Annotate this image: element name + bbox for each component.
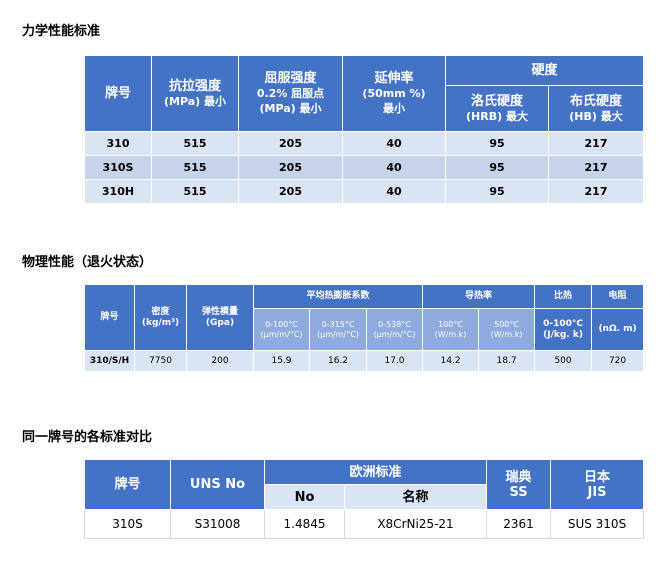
header-hardness: 硬度 (444, 55, 645, 86)
section-title-mechanical: 力学性能标准 (22, 24, 101, 39)
header-density: 密度 (kg/m³) (134, 284, 187, 351)
header-modulus: 弹性模量 (Gpa) (186, 284, 254, 351)
header-euro-name: 名称 (343, 484, 488, 510)
header-sh-range: 0-100°C (J/kg. k) (534, 308, 593, 351)
header-grade: 牌号 (84, 284, 135, 351)
header-expansion: 平均热膨胀系数 (252, 284, 424, 309)
header-hrb: 洛氏硬度 (HRB) 最大 (445, 85, 549, 132)
header-grade: 牌号 (84, 55, 152, 132)
section-title-standards: 同一牌号的各标准对比 (22, 430, 153, 445)
header-yield: 屈服强度 0.2% 屈服点 (MPa) 最小 (238, 55, 343, 132)
table-row: 310 515 205 40 95 217 (84, 131, 645, 156)
header-tensile: 抗拉强度 (MPa) 最小 (151, 55, 239, 132)
header-cond-100: 100°C (W/m.k) (422, 308, 480, 351)
header-cond-500: 500°C (W/m.k) (478, 308, 536, 351)
physical-properties-table: 牌号 密度 (kg/m³) 弹性模量 (Gpa) 平均热膨胀系数 导热率 比热 … (84, 284, 645, 372)
header-euro-no: No (264, 484, 345, 510)
header-exp-0-100: 0-100°C (μm/m/°C) (253, 308, 310, 351)
standards-comparison-table: 牌号 UNS No 欧洲标准 瑞典 SS 日本 JIS No 名称 310S S31… (84, 459, 645, 539)
header-resistance: 电阻 (591, 284, 645, 309)
table-row: 310H 515 205 40 95 217 (84, 179, 645, 204)
header-grade: 牌号 (84, 459, 171, 510)
header-japan: 日本 JIS (550, 459, 645, 510)
table-row: 310S S31008 1.4845 X8CrNi25-21 2361 SUS … (84, 509, 645, 539)
header-exp-0-315: 0-315°C (μm/m/°C) (309, 308, 367, 351)
table-row: 310S 515 205 40 95 217 (84, 155, 645, 180)
header-conductivity: 导热率 (422, 284, 536, 309)
header-hb: 布氏硬度 (HB) 最大 (547, 85, 645, 132)
mechanical-properties-table: 牌号 抗拉强度 (MPa) 最小 屈服强度 0.2% 屈服点 (MPa) 最小 … (84, 55, 645, 204)
header-uns: UNS No (170, 459, 265, 510)
header-sweden: 瑞典 SS (486, 459, 552, 510)
header-elongation: 延伸率 (50mm %) 最小 (342, 55, 446, 132)
header-specific-heat: 比热 (534, 284, 593, 309)
section-title-physical: 物理性能（退火状态） (22, 255, 153, 270)
header-res-unit: (nΩ. m) (591, 308, 645, 351)
header-exp-0-538: 0-538°C (μm/m/°C) (365, 308, 424, 351)
table-row: 310/S/H 7750 200 15.9 16.2 17.0 14.2 18.… (84, 350, 645, 372)
header-euro: 欧洲标准 (263, 459, 488, 485)
